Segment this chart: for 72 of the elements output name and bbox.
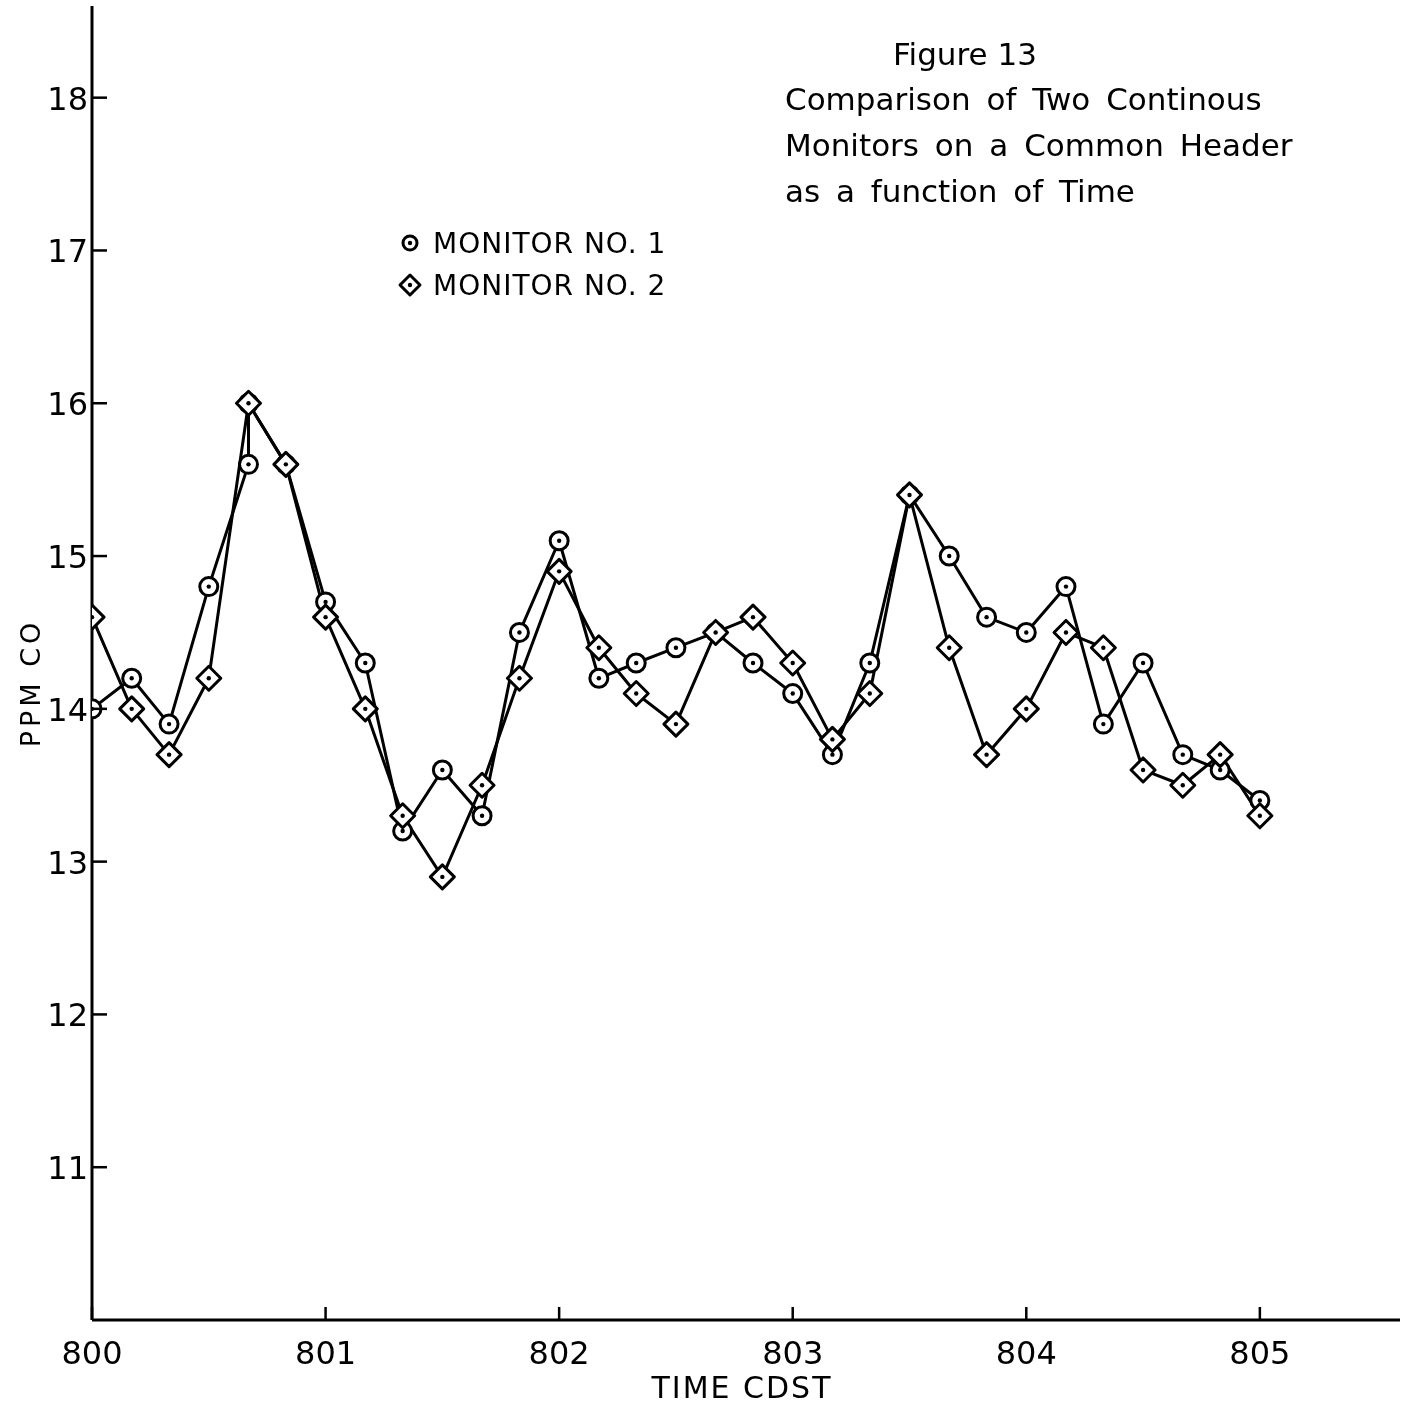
point [665, 637, 687, 659]
point [1132, 652, 1154, 674]
y-tick-label: 15 [47, 538, 88, 577]
point [935, 634, 963, 662]
point [195, 664, 223, 692]
point [431, 759, 453, 781]
point [973, 741, 1001, 769]
point [1129, 756, 1157, 784]
x-tick-label: 802 [528, 1334, 590, 1372]
point [1012, 695, 1040, 723]
point [198, 576, 220, 598]
point [471, 805, 493, 827]
point [428, 863, 456, 891]
point [312, 603, 340, 631]
point [742, 652, 764, 674]
point [548, 530, 570, 552]
point [622, 680, 650, 708]
point [237, 453, 259, 475]
point [508, 621, 530, 643]
point [976, 606, 998, 628]
point [588, 667, 610, 689]
point [896, 481, 923, 509]
point [1092, 713, 1114, 735]
y-tick-label: 14 [47, 690, 88, 729]
point [779, 649, 807, 677]
x-tick-label: 805 [1229, 1334, 1291, 1372]
y-tick-label: 12 [47, 996, 88, 1035]
x-axis-title: TIME CDST [650, 1370, 833, 1405]
x-tick-label: 801 [295, 1334, 357, 1372]
point [468, 771, 496, 799]
point [702, 618, 730, 646]
x-tick-label: 804 [995, 1334, 1057, 1372]
legend-label: MONITOR NO. 1 [433, 226, 667, 260]
point [1015, 621, 1037, 643]
text: Figure 13 [892, 36, 1038, 72]
point [625, 652, 647, 674]
point [272, 450, 300, 478]
point [118, 695, 146, 723]
point [938, 545, 960, 567]
point [121, 667, 143, 689]
point [662, 710, 690, 738]
x-tick-label: 803 [762, 1334, 824, 1372]
point [1172, 744, 1194, 766]
point [354, 652, 376, 674]
point [158, 713, 180, 735]
point [155, 741, 183, 769]
point [1206, 741, 1234, 769]
point [505, 664, 533, 692]
point [351, 695, 379, 723]
y-tick-label: 13 [47, 843, 88, 882]
text: Comparison of Two Continous Monitors on a Common Header as a function of Time [785, 80, 1294, 211]
y-tick-label: 11 [47, 1149, 88, 1188]
point [1169, 771, 1197, 799]
point [585, 634, 613, 662]
x-tick-label: 800 [61, 1334, 123, 1372]
legend-label: MONITOR NO. 2 [433, 268, 667, 302]
point [1246, 802, 1274, 830]
point [389, 802, 417, 830]
point [1052, 618, 1080, 646]
point [545, 557, 573, 585]
y-tick-label: 18 [47, 79, 88, 118]
y-tick-label: 17 [47, 232, 88, 271]
point [782, 683, 804, 705]
point [739, 603, 767, 631]
y-tick-label: 16 [47, 385, 88, 424]
point [856, 680, 884, 708]
y-axis-title: PPM CO [14, 618, 46, 748]
point [1089, 634, 1117, 662]
point [234, 389, 262, 417]
point [1055, 576, 1077, 598]
point [859, 652, 881, 674]
point [818, 725, 846, 753]
